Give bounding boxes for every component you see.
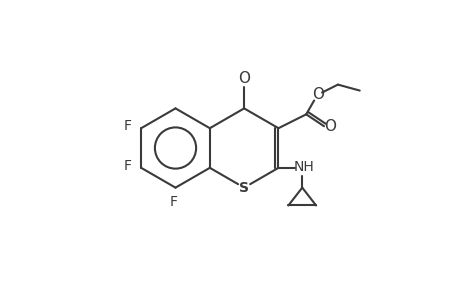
- Text: F: F: [123, 159, 131, 173]
- Text: NH: NH: [293, 160, 314, 174]
- Text: F: F: [169, 194, 177, 208]
- Text: O: O: [238, 71, 250, 86]
- Text: F: F: [123, 119, 131, 133]
- Text: S: S: [239, 181, 249, 195]
- Text: O: O: [323, 119, 335, 134]
- Text: O: O: [311, 87, 324, 102]
